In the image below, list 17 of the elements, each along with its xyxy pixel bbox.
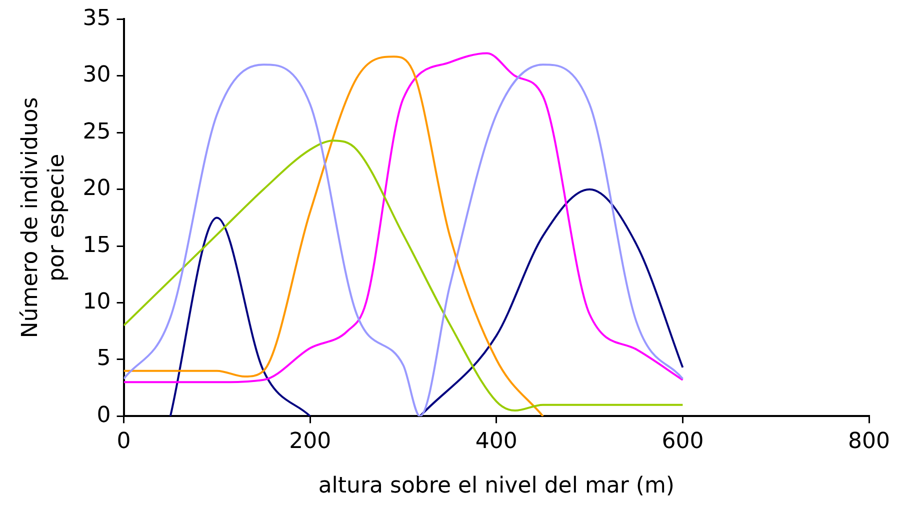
- y-tick-label: 10: [82, 289, 111, 314]
- y-tick-label: 0: [96, 402, 111, 428]
- y-axis-title: Número de individuos por especie: [18, 97, 70, 338]
- x-tick-label: 0: [116, 429, 131, 454]
- x-tick-label: 200: [289, 429, 332, 454]
- y-tick-label: 35: [82, 6, 111, 31]
- x-tick-label: 400: [475, 429, 518, 454]
- x-axis-title: altura sobre el nivel del mar (m): [318, 474, 674, 499]
- line-series: [124, 56, 544, 416]
- y-tick-label: 30: [82, 62, 111, 88]
- x-tick-label: 600: [662, 429, 704, 454]
- y-tick-label: 20: [82, 176, 111, 202]
- y-tick-label: 25: [82, 119, 111, 144]
- y-tick-label: 15: [82, 232, 111, 258]
- line-series: [124, 140, 684, 412]
- y-tick-label: 5: [96, 346, 111, 372]
- x-tick-label: 800: [848, 429, 890, 454]
